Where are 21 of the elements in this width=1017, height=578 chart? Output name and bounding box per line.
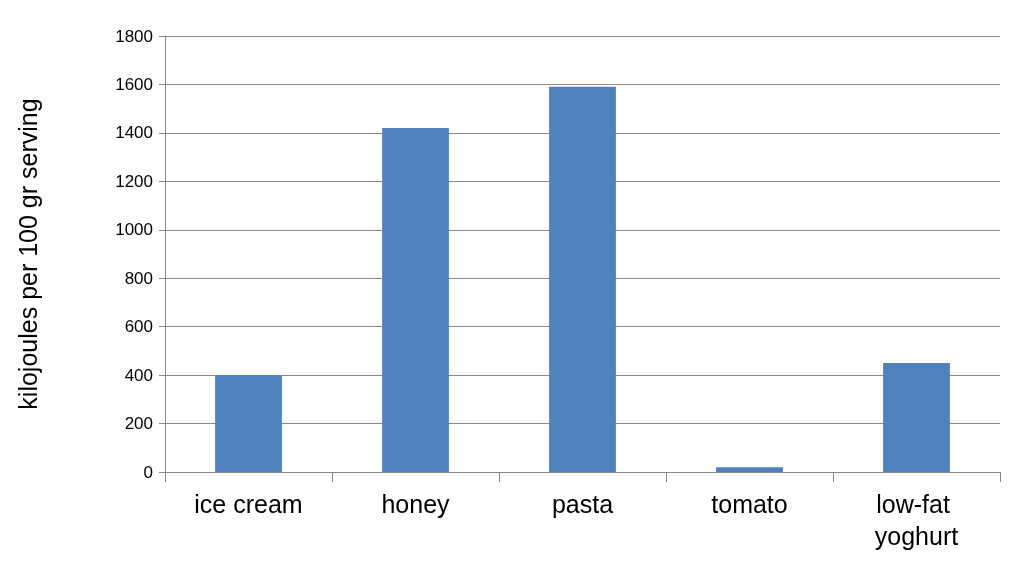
x-tick-label: ice cream bbox=[194, 490, 303, 518]
bar bbox=[549, 86, 616, 472]
y-tick-label: 1800 bbox=[115, 26, 153, 46]
y-tick-label: 600 bbox=[124, 317, 153, 337]
y-tick-label: 800 bbox=[124, 268, 153, 288]
y-axis-title: kilojoules per 100 gr serving bbox=[13, 98, 42, 410]
bar bbox=[716, 467, 783, 472]
bar bbox=[382, 128, 449, 472]
y-tick-label: 1200 bbox=[115, 171, 153, 191]
x-tick-label: tomato bbox=[711, 490, 788, 518]
x-tick-label: pasta bbox=[551, 490, 614, 518]
y-tick-label: 0 bbox=[143, 462, 153, 482]
y-tick-label: 1000 bbox=[115, 220, 153, 240]
bar bbox=[883, 363, 950, 472]
y-tick-label: 400 bbox=[124, 365, 153, 385]
bar bbox=[215, 375, 282, 472]
x-tick-label: honey bbox=[381, 490, 451, 518]
y-tick-label: 1600 bbox=[115, 74, 153, 94]
y-tick-label: 200 bbox=[124, 414, 153, 434]
y-tick-label: 1400 bbox=[115, 123, 153, 143]
x-tick-label: low-fat yoghurt bbox=[874, 490, 959, 550]
